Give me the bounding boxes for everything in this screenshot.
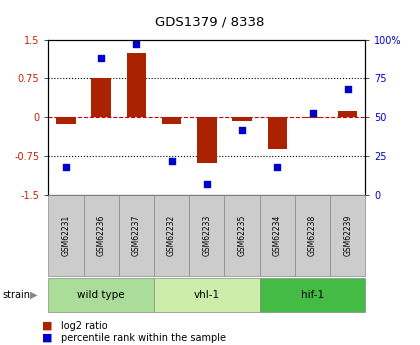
Text: GSM62238: GSM62238 (308, 215, 317, 256)
Point (239, 127, 245, 132)
Bar (56, 117, 76, 124)
Bar (268, 117, 287, 149)
Text: GSM62239: GSM62239 (343, 215, 352, 256)
Text: ■: ■ (42, 333, 52, 343)
Text: GSM62237: GSM62237 (132, 215, 141, 256)
Text: GDS1379 / 8338: GDS1379 / 8338 (155, 16, 265, 29)
Text: ▶: ▶ (30, 290, 38, 300)
Text: vhl-1: vhl-1 (194, 290, 220, 300)
Bar (338, 110, 357, 117)
Text: ■: ■ (42, 321, 52, 331)
Bar (232, 117, 252, 121)
Text: hif-1: hif-1 (301, 290, 324, 300)
Point (98, 56, 105, 61)
Text: GSM62234: GSM62234 (273, 215, 282, 256)
Point (168, 158, 175, 164)
Bar (92, 79, 111, 117)
Text: GSM62235: GSM62235 (238, 215, 247, 256)
Text: GSM62232: GSM62232 (167, 215, 176, 256)
Text: percentile rank within the sample: percentile rank within the sample (61, 333, 226, 343)
Point (344, 87, 351, 92)
Point (63, 164, 69, 170)
Point (133, 41, 140, 47)
Text: GSM62236: GSM62236 (97, 215, 106, 256)
Bar (162, 117, 181, 124)
Text: GSM62233: GSM62233 (202, 215, 211, 256)
Bar (127, 52, 146, 117)
Text: strain: strain (2, 290, 30, 300)
Point (274, 164, 281, 170)
Bar (303, 117, 322, 118)
Text: wild type: wild type (77, 290, 125, 300)
Text: GSM62231: GSM62231 (61, 215, 71, 256)
Text: log2 ratio: log2 ratio (61, 321, 108, 331)
Point (203, 181, 210, 187)
Point (309, 110, 316, 115)
Bar (197, 117, 217, 163)
